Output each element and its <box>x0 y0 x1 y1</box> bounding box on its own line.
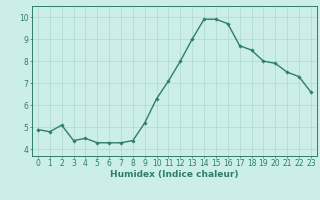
X-axis label: Humidex (Indice chaleur): Humidex (Indice chaleur) <box>110 170 239 179</box>
